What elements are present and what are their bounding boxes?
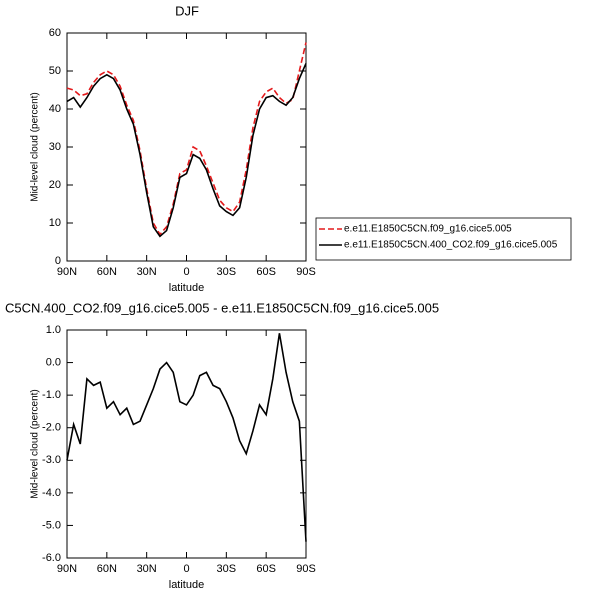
- y-axis-label: Mid-level cloud (percent): [30, 389, 41, 499]
- x-tick-label: 30N: [137, 563, 157, 575]
- x-tick-label: 30S: [217, 563, 237, 575]
- x-tick-label: 0: [183, 563, 189, 575]
- y-tick-label: -4.0: [42, 487, 61, 499]
- x-tick-label: 90N: [57, 266, 77, 278]
- y-tick-label: 30: [49, 141, 61, 153]
- legend-label: e.e11.E1850C5CN.f09_g16.cice5.005: [344, 224, 512, 235]
- y-tick-label: -2.0: [42, 422, 61, 434]
- x-axis-label: latitude: [169, 282, 204, 294]
- data-line: [66, 333, 307, 542]
- x-tick-label: 60S: [256, 563, 276, 575]
- y-tick-label: 40: [49, 103, 61, 115]
- y-tick-label: 20: [49, 179, 61, 191]
- x-tick-label: 60S: [256, 266, 276, 278]
- x-tick-label: 60N: [97, 266, 117, 278]
- data-line: [66, 63, 307, 238]
- plot-frame: [66, 329, 307, 559]
- y-tick-label: 0: [55, 255, 61, 267]
- x-tick-label: 30S: [217, 266, 237, 278]
- y-tick-label: 1.0: [46, 324, 61, 336]
- x-axis-label: latitude: [169, 579, 204, 591]
- legend-label: e.e11.E1850C5CN.400_CO2.f09_g16.cice5.00…: [344, 240, 558, 251]
- x-tick-label: 60N: [97, 563, 117, 575]
- y-axis-label: Mid-level cloud (percent): [30, 92, 41, 202]
- y-tick-label: 50: [49, 65, 61, 77]
- y-tick-label: -3.0: [42, 454, 61, 466]
- chart-title: C5CN.400_CO2.f09_g16.cice5.005 - e.e11.E…: [5, 300, 439, 315]
- y-tick-label: -6.0: [42, 552, 61, 564]
- chart-title: DJF: [175, 3, 199, 18]
- x-tick-label: 0: [183, 266, 189, 278]
- x-tick-label: 90S: [296, 266, 316, 278]
- y-tick-label: 0.0: [46, 356, 61, 368]
- plot-frame: [66, 32, 307, 262]
- y-tick-label: 60: [49, 27, 61, 39]
- y-tick-label: 10: [49, 217, 61, 229]
- legend-box: [315, 217, 572, 261]
- y-tick-label: -1.0: [42, 389, 61, 401]
- data-line: [66, 42, 307, 236]
- x-tick-label: 90S: [296, 563, 316, 575]
- y-tick-label: -5.0: [42, 519, 61, 531]
- x-tick-label: 90N: [57, 563, 77, 575]
- x-tick-label: 30N: [137, 266, 157, 278]
